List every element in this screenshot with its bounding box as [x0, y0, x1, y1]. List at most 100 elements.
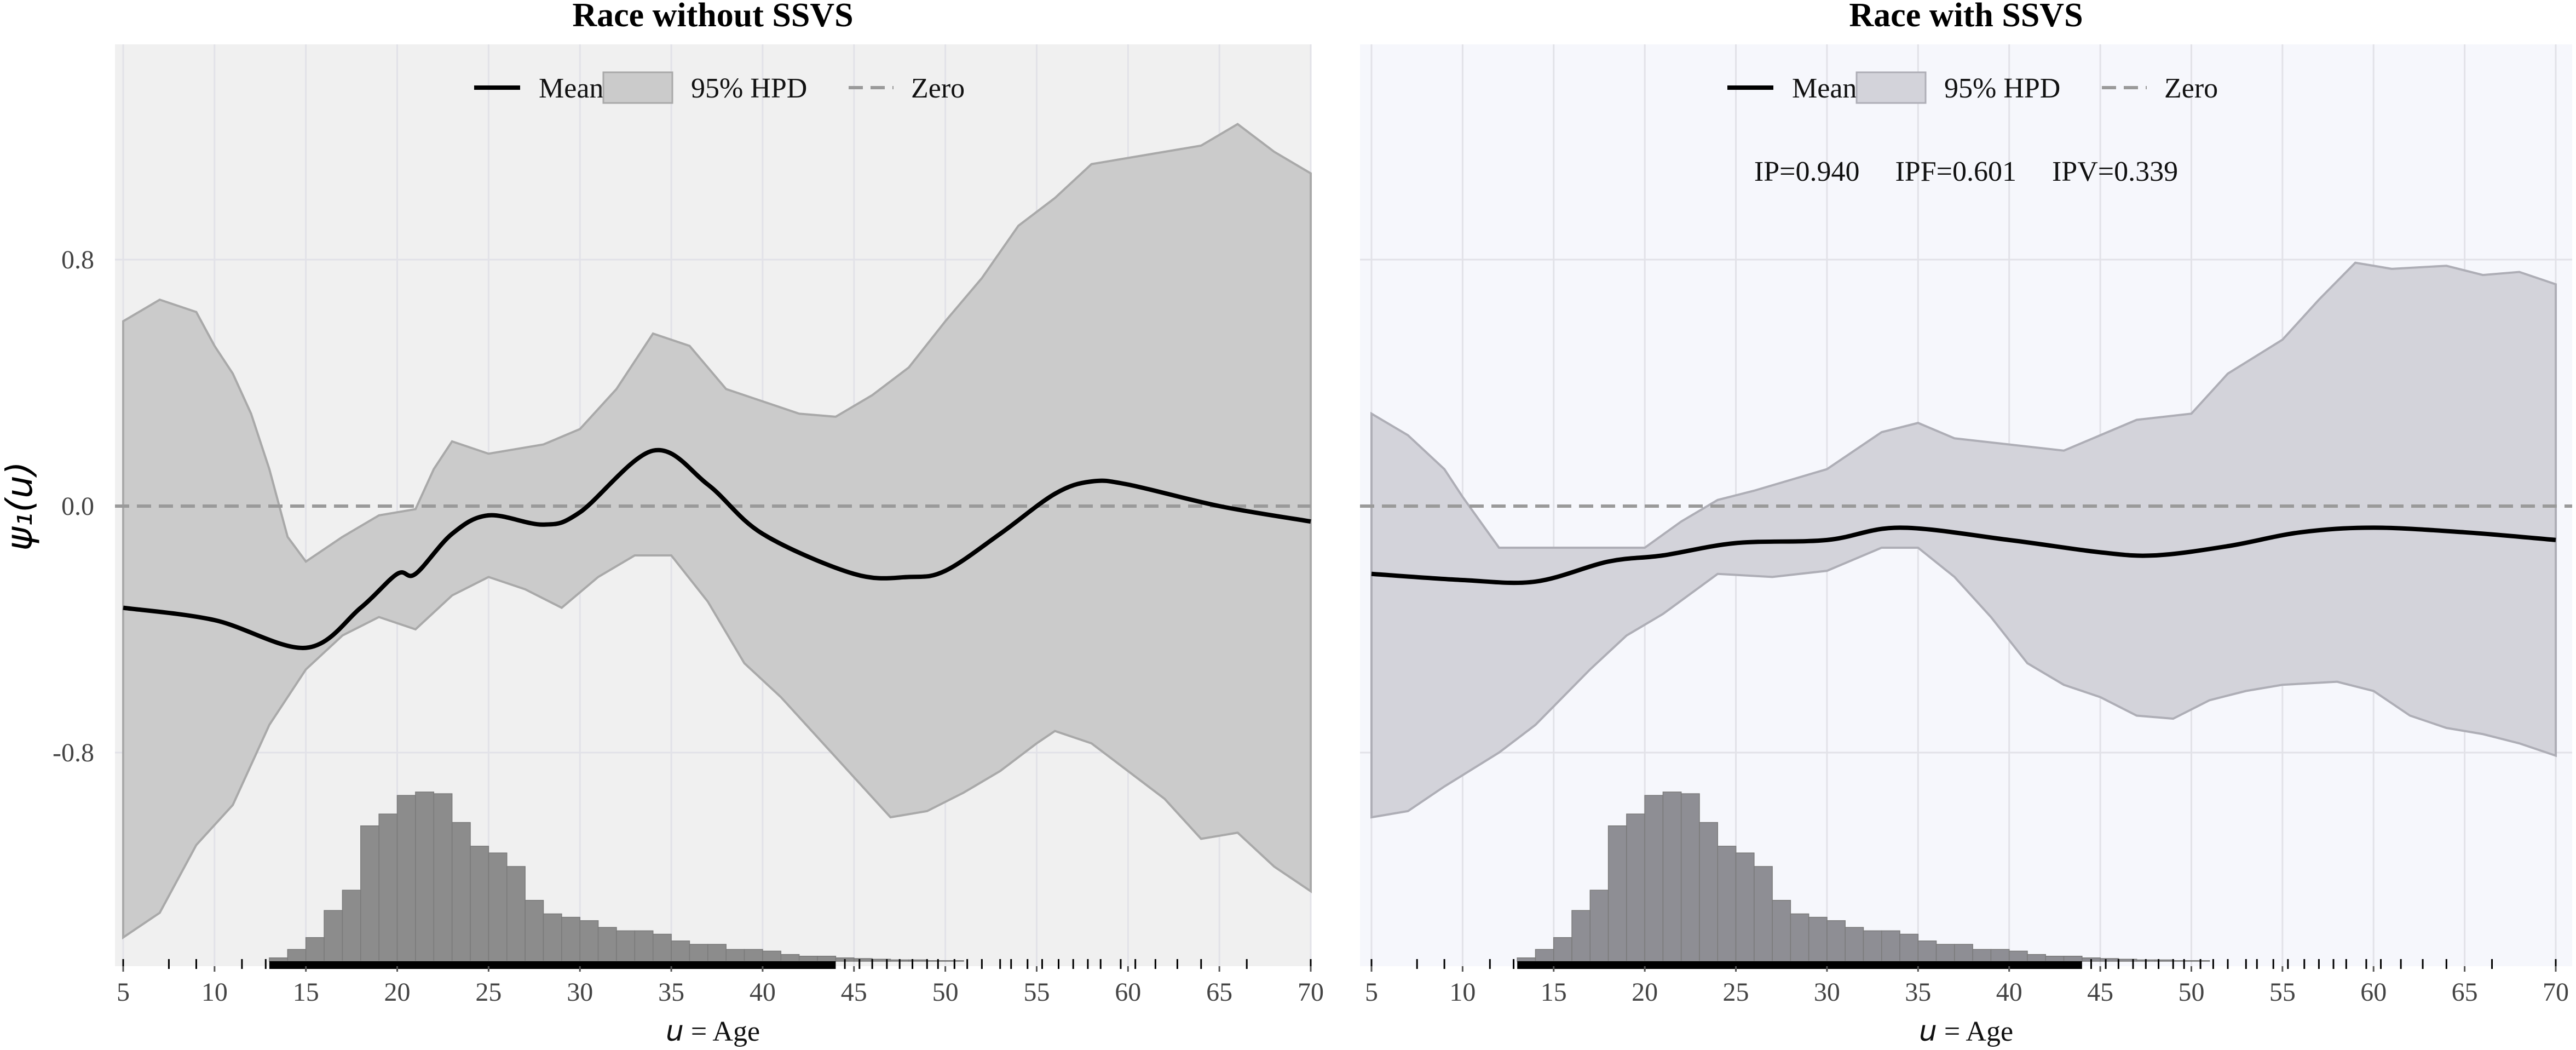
age-histogram-bar — [2027, 954, 2046, 962]
rug-dense — [1517, 961, 2082, 969]
x-tick-label: 65 — [1206, 978, 1232, 1007]
age-histogram-bar — [2045, 955, 2065, 962]
age-histogram-bar — [597, 927, 617, 962]
age-histogram-bar — [854, 958, 873, 962]
age-histogram-bar — [1845, 927, 1864, 962]
x-tick-label: 35 — [1905, 978, 1931, 1007]
age-histogram-bar — [689, 944, 708, 962]
x-tick-label: 5 — [1365, 978, 1378, 1007]
legend-label-hpd: 95% HPD — [691, 73, 807, 104]
age-histogram-bar — [908, 959, 927, 962]
age-histogram-bar — [1607, 825, 1627, 962]
x-tick-label: 50 — [2178, 978, 2204, 1007]
age-histogram-bar — [1972, 949, 1992, 962]
x-tick-label: 20 — [1632, 978, 1658, 1007]
age-histogram-bar — [360, 825, 379, 962]
plot-area — [1360, 44, 2572, 969]
age-histogram-bar — [1662, 791, 1682, 962]
age-histogram-bar — [1790, 913, 1809, 962]
age-histogram-bar — [1754, 866, 1773, 962]
inclusion-probabilities-annotation: IP=0.940 IPF=0.601 IPV=0.339 — [1754, 156, 2178, 187]
age-histogram-bar — [1535, 949, 1554, 962]
x-tick-label: 70 — [2543, 978, 2569, 1007]
age-histogram-bar — [342, 890, 361, 962]
x-tick-label: 45 — [841, 978, 867, 1007]
legend-hpd-swatch — [1855, 71, 1927, 104]
y-tick-label: -0.8 — [53, 738, 94, 767]
age-histogram-bar — [1553, 937, 1572, 962]
x-axis-label: u = Age — [666, 1015, 760, 1048]
age-histogram-bar — [1990, 949, 2010, 962]
age-histogram-bar — [269, 957, 289, 962]
x-axis-label-var: u — [1919, 1015, 1937, 1048]
age-histogram-bar — [2118, 959, 2137, 962]
legend: Mean 95% HPD Zero — [474, 71, 965, 104]
x-tick-label: 25 — [475, 978, 502, 1007]
age-histogram-bar — [1571, 910, 1591, 962]
age-histogram-bar — [1589, 890, 1609, 962]
age-histogram-bar — [762, 950, 782, 962]
x-axis-label-eq: = — [1944, 1016, 1960, 1047]
x-tick-label: 15 — [1541, 978, 1567, 1007]
legend-hpd-swatch — [602, 71, 673, 104]
age-histogram-bar — [1917, 940, 1937, 962]
x-axis-label: u = Age — [1919, 1015, 2013, 1048]
x-tick-label: 60 — [2360, 978, 2387, 1007]
x-tick-label: 10 — [201, 978, 228, 1007]
x-tick-label: 10 — [1449, 978, 1476, 1007]
age-histogram-bar — [543, 913, 562, 962]
x-tick-label: 25 — [1723, 978, 1749, 1007]
age-histogram-bar — [378, 813, 398, 962]
age-histogram-bar — [305, 937, 325, 962]
y-tick-label: 0.0 — [61, 492, 94, 521]
x-tick-label: 40 — [1996, 978, 2022, 1007]
x-tick-label: 30 — [567, 978, 593, 1007]
age-histogram-bar — [506, 866, 526, 962]
x-tick-label: 65 — [2452, 978, 2478, 1007]
y-axis-label: ψ₁(u) — [0, 461, 41, 550]
x-tick-label: 40 — [750, 978, 776, 1007]
plot-area — [115, 44, 1312, 969]
age-histogram-bar — [616, 930, 636, 962]
age-histogram-bar — [2154, 959, 2174, 962]
panel-title: Race with SSVS — [1849, 0, 2083, 34]
panel-race-with-ssvs: Race with SSVS u = Age IP=0.940 IPF=0.60… — [1360, 0, 2572, 1048]
age-histogram-bar — [488, 852, 508, 962]
x-axis-label-text: Age — [1966, 1016, 2013, 1047]
legend-label-hpd: 95% HPD — [1944, 73, 2060, 104]
age-histogram-bar — [1881, 930, 1900, 962]
age-histogram-bar — [634, 930, 654, 962]
age-histogram-bar — [817, 955, 837, 962]
x-tick-label: 55 — [1023, 978, 1050, 1007]
hpd-band — [122, 123, 1312, 940]
legend: Mean 95% HPD Zero — [1727, 71, 2218, 104]
age-histogram-bar — [525, 900, 544, 962]
legend-label-mean: Mean — [1792, 73, 1857, 104]
age-histogram-bar — [1699, 822, 1719, 962]
panel-race-without-ssvs: Race without SSVS ψ₁(u) u = Age 5 10 15 20 2… — [0, 0, 1324, 1048]
age-histogram-bar — [433, 793, 453, 962]
age-histogram-bar — [2100, 958, 2119, 962]
age-histogram-bar — [1954, 944, 1973, 962]
age-histogram-bar — [1772, 900, 1791, 962]
x-axis-label-text: Age — [712, 1016, 760, 1047]
hpd-band — [1370, 261, 2557, 819]
age-histogram-bar — [1935, 944, 1955, 962]
age-histogram-bar — [1899, 933, 1919, 962]
age-histogram-bar — [725, 949, 745, 962]
age-histogram-bar — [561, 916, 580, 962]
x-tick-label: 30 — [1814, 978, 1840, 1007]
age-histogram-bar — [652, 933, 672, 962]
rug-dense — [269, 961, 836, 969]
age-histogram-bar — [287, 949, 307, 962]
age-histogram-bar — [415, 791, 435, 962]
age-histogram-bar — [470, 846, 489, 962]
age-histogram-bar — [798, 955, 818, 962]
x-tick-label: 15 — [293, 978, 319, 1007]
age-histogram-bar — [324, 910, 343, 962]
age-histogram-bar — [1644, 795, 1664, 962]
age-histogram-bar — [1517, 957, 1536, 962]
age-histogram-bar — [1808, 916, 1828, 962]
age-histogram-bar — [1717, 846, 1737, 962]
age-histogram-bar — [872, 959, 891, 962]
